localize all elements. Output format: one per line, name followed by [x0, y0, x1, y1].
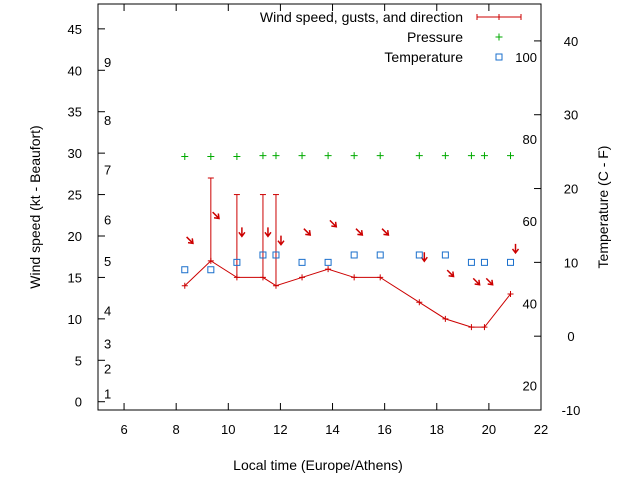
beaufort-label: 7: [104, 163, 111, 178]
chart-marks: [181, 152, 518, 330]
pressure-point: [299, 152, 306, 159]
wind-point: [416, 299, 422, 305]
x-tick-label: 16: [377, 422, 391, 437]
y-tick-label: 35: [68, 105, 82, 120]
fahrenheit-label: 60: [523, 214, 537, 229]
y-tick-label: 45: [68, 22, 82, 37]
y2-tick-label: -10: [562, 403, 581, 418]
pressure-point: [272, 152, 279, 159]
y-tick-label: 5: [75, 353, 82, 368]
x-tick-label: 18: [430, 422, 444, 437]
y2-tick-label: 30: [564, 108, 578, 123]
plot-frame: [98, 4, 541, 410]
x-tick-label: 6: [120, 422, 127, 437]
wind-direction-arrow: [265, 227, 271, 236]
y2-axis-label: Temperature (C - F): [595, 146, 611, 269]
wind-direction-arrow: [473, 278, 479, 284]
x-tick-label: 12: [273, 422, 287, 437]
temperature-point: [351, 252, 357, 258]
beaufort-label: 2: [104, 362, 111, 377]
x-tick-label: 22: [534, 422, 548, 437]
wind-direction-arrow: [486, 278, 492, 284]
x-tick-label: 10: [221, 422, 235, 437]
pressure-point: [442, 152, 449, 159]
fahrenheit-label: 40: [523, 297, 537, 312]
beaufort-label: 8: [104, 113, 111, 128]
temperature-point: [208, 267, 214, 273]
wind-direction-arrow: [330, 220, 336, 226]
wind-direction-arrow: [213, 212, 219, 218]
legend-swatch-temperature: [496, 54, 502, 60]
y-tick-label: 0: [75, 395, 82, 410]
wind-direction-arrow: [513, 244, 519, 253]
x-axis-label: Local time (Europe/Athens): [233, 457, 403, 473]
wind-point: [468, 324, 474, 330]
legend: Wind speed, gusts, and direction Pressure…: [260, 9, 521, 65]
temperature-point: [325, 259, 331, 265]
y-tick-label: 10: [68, 312, 82, 327]
wind-direction-arrow: [356, 229, 362, 235]
beaufort-label: 6: [104, 212, 111, 227]
wind-point: [325, 266, 331, 272]
legend-label-wind: Wind speed, gusts, and direction: [260, 9, 463, 25]
pressure-point: [351, 152, 358, 159]
temperature-point: [481, 259, 487, 265]
y2-tick-label: 10: [564, 255, 578, 270]
fahrenheit-label: 20: [523, 379, 537, 394]
fahrenheit-label: 80: [523, 132, 537, 147]
y2-tick-label: 20: [564, 182, 578, 197]
y2-tick-label: 40: [564, 34, 578, 49]
x-tick-label: 8: [173, 422, 180, 437]
pressure-point: [325, 152, 332, 159]
wind-direction-arrow: [304, 229, 310, 235]
y-tick-label: 15: [68, 270, 82, 285]
wind-point: [351, 274, 357, 280]
y-tick-label: 25: [68, 188, 82, 203]
legend-swatch-pressure: [496, 34, 503, 41]
wind-direction-arrow: [447, 270, 453, 276]
beaufort-label: 4: [104, 304, 111, 319]
legend-label-temperature: Temperature: [384, 49, 463, 65]
temperature-point: [182, 267, 188, 273]
x-tick-label: 14: [325, 422, 339, 437]
legend-label-pressure: Pressure: [407, 29, 463, 45]
temperature-point: [468, 259, 474, 265]
temperature-point: [299, 259, 305, 265]
pressure-point: [181, 153, 188, 160]
wind-direction-arrow: [187, 237, 193, 243]
fahrenheit-label: 100: [515, 50, 537, 65]
wind-direction-arrow: [239, 227, 245, 236]
beaufort-label: 3: [104, 337, 111, 352]
y-tick-label: 20: [68, 229, 82, 244]
pressure-point: [233, 153, 240, 160]
y-tick-label: 40: [68, 63, 82, 78]
x-tick-label: 20: [482, 422, 496, 437]
axis-ticks: 6810121416182022051015202530354045-10010…: [68, 4, 581, 437]
temperature-point: [508, 259, 514, 265]
beaufort-label: 1: [104, 386, 111, 401]
wind-point: [299, 274, 305, 280]
wind-direction-arrow: [382, 229, 388, 235]
wind-point: [442, 316, 448, 322]
pressure-point: [416, 152, 423, 159]
temperature-point: [442, 252, 448, 258]
wind-point: [377, 274, 383, 280]
temperature-point: [377, 252, 383, 258]
pressure-point: [507, 152, 514, 159]
pressure-point: [377, 152, 384, 159]
y2-tick-label: 0: [567, 329, 574, 344]
y-tick-label: 30: [68, 146, 82, 161]
y-axis-label: Wind speed (kt - Beaufort): [27, 125, 43, 288]
pressure-point: [468, 152, 475, 159]
beaufort-label: 5: [104, 254, 111, 269]
wind-direction-arrow: [278, 236, 284, 245]
pressure-point: [207, 153, 214, 160]
pressure-point: [259, 152, 266, 159]
beaufort-label: 9: [104, 55, 111, 70]
pressure-point: [481, 152, 488, 159]
wind-speed-line: [185, 261, 511, 327]
temperature-point: [416, 252, 422, 258]
